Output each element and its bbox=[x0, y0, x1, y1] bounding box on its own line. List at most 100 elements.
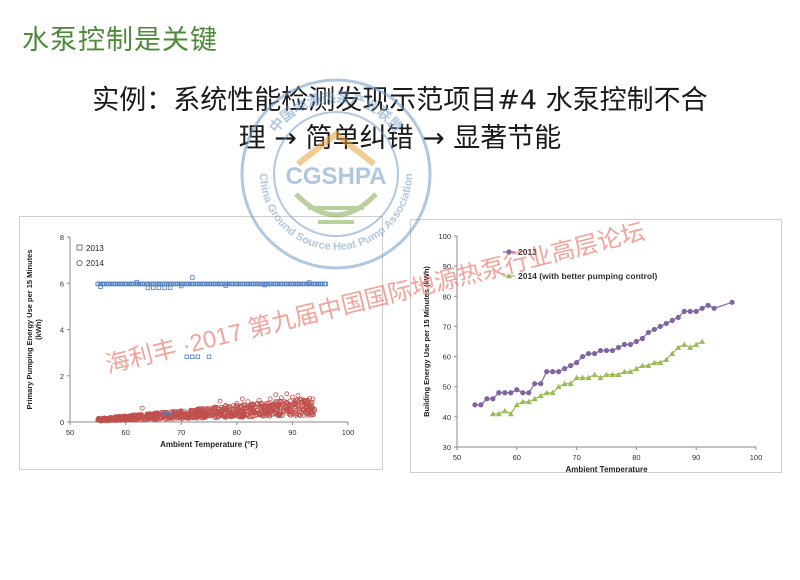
point-2013 bbox=[282, 281, 287, 287]
point-2014 bbox=[303, 401, 309, 406]
point-2013 bbox=[177, 281, 183, 287]
subtitle-line-1: 实例：系统性能检测发现示范项目#4 水泵控制不合 bbox=[92, 85, 708, 116]
point-2013 bbox=[190, 354, 195, 359]
point-2014 bbox=[249, 401, 255, 407]
point-2013 bbox=[217, 281, 223, 287]
point-2014 bbox=[150, 412, 156, 418]
point-2014 bbox=[549, 389, 556, 396]
point-2014 bbox=[663, 356, 670, 362]
point-2013 bbox=[320, 281, 325, 287]
point-2014 bbox=[573, 374, 580, 381]
point-2014 bbox=[280, 408, 286, 414]
point-2014 bbox=[127, 413, 133, 419]
point-2013 bbox=[166, 281, 172, 287]
point-2013 bbox=[124, 281, 129, 287]
point-2014 bbox=[687, 344, 694, 350]
point-2014 bbox=[272, 407, 278, 413]
point-2014 bbox=[219, 406, 225, 412]
point-2013 bbox=[100, 281, 105, 287]
point-2013 bbox=[173, 281, 178, 287]
point-2013 bbox=[246, 281, 252, 287]
point-2013 bbox=[255, 281, 261, 287]
stamp-globe-icon bbox=[294, 192, 378, 218]
series-2013-points bbox=[95, 275, 328, 417]
point-2014 bbox=[621, 368, 628, 375]
point-2013 bbox=[145, 285, 151, 291]
point-2013 bbox=[490, 396, 496, 402]
point-2014 bbox=[245, 411, 251, 417]
point-2014 bbox=[248, 409, 254, 415]
point-2014 bbox=[189, 408, 195, 414]
point-2013 bbox=[306, 281, 312, 287]
point-2013 bbox=[687, 308, 693, 314]
point-2014 bbox=[579, 374, 586, 381]
x-tick-label: 80 bbox=[233, 428, 241, 437]
point-2013 bbox=[675, 314, 681, 320]
point-2014 bbox=[274, 403, 280, 409]
point-2013 bbox=[211, 281, 216, 287]
point-2013 bbox=[633, 338, 639, 345]
point-2013 bbox=[204, 281, 209, 287]
point-2013 bbox=[291, 281, 296, 287]
point-2014 bbox=[197, 411, 203, 417]
point-2014 bbox=[657, 359, 664, 365]
point-2014 bbox=[303, 398, 309, 404]
point-2013 bbox=[200, 281, 205, 287]
point-2013 bbox=[226, 281, 232, 287]
point-2013 bbox=[526, 390, 532, 396]
slide-title: 水泵控制是关键 bbox=[22, 25, 218, 56]
point-2014 bbox=[236, 407, 241, 412]
point-2013 bbox=[496, 390, 502, 396]
point-2014 bbox=[561, 380, 568, 387]
point-2013 bbox=[148, 281, 154, 287]
point-2013 bbox=[231, 281, 236, 287]
point-2013 bbox=[591, 350, 598, 357]
point-2014 bbox=[210, 407, 216, 413]
point-2014 bbox=[270, 411, 275, 417]
point-2014 bbox=[627, 368, 634, 375]
point-2013 bbox=[193, 281, 198, 287]
point-2014 bbox=[585, 374, 592, 381]
point-2013 bbox=[168, 281, 174, 287]
point-2014 bbox=[288, 412, 294, 418]
point-2013 bbox=[184, 281, 189, 287]
point-2013 bbox=[117, 281, 123, 287]
point-2013 bbox=[322, 281, 327, 287]
point-2013 bbox=[313, 281, 318, 287]
point-2013 bbox=[106, 281, 112, 287]
legend-label-2013: 2013 bbox=[86, 244, 104, 253]
x-tick-label: 100 bbox=[342, 428, 355, 437]
point-2013 bbox=[280, 281, 285, 287]
point-2014 bbox=[266, 406, 272, 412]
point-2013 bbox=[300, 281, 305, 287]
point-2013 bbox=[550, 369, 556, 375]
point-2014 bbox=[651, 359, 658, 365]
point-2013 bbox=[126, 281, 132, 287]
point-2014 bbox=[112, 416, 117, 422]
point-2013 bbox=[663, 320, 669, 327]
point-2013 bbox=[229, 281, 234, 287]
point-2014 bbox=[192, 411, 198, 417]
point-2013 bbox=[568, 363, 574, 369]
y-tick-label: 70 bbox=[443, 322, 451, 331]
point-2014 bbox=[669, 350, 676, 356]
point-2014 bbox=[309, 412, 315, 418]
point-2014 bbox=[633, 365, 640, 372]
point-2014 bbox=[114, 417, 120, 423]
point-2013 bbox=[304, 281, 310, 287]
point-2014 bbox=[251, 410, 256, 416]
point-2013 bbox=[277, 281, 283, 287]
point-2013 bbox=[175, 281, 181, 287]
subtitle-line-2: 理 → 简单纠错 → 显著节能 bbox=[238, 123, 562, 154]
point-2013 bbox=[215, 281, 221, 287]
point-2014 bbox=[285, 400, 291, 406]
point-2013 bbox=[269, 281, 274, 287]
point-2013 bbox=[117, 281, 123, 287]
point-2013 bbox=[645, 329, 651, 336]
point-2013 bbox=[262, 282, 267, 288]
point-2013 bbox=[502, 390, 508, 396]
y-axis-label: Primary Pumping Energy Use per 15 Minute… bbox=[25, 249, 34, 409]
point-2014 bbox=[217, 398, 223, 404]
point-2014 bbox=[141, 417, 147, 422]
y-axis-label: Building Energy Use per 15 Minutes (kWh) bbox=[422, 266, 431, 417]
